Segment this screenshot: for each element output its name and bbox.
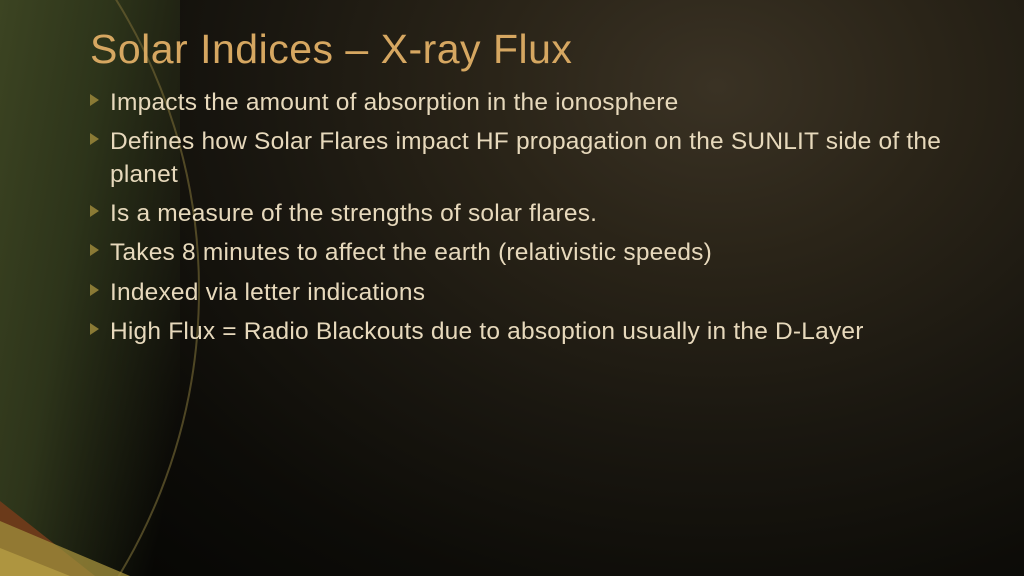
bullet-marker-icon <box>90 205 99 217</box>
slide-title: Solar Indices – X-ray Flux <box>90 26 964 73</box>
list-item: Is a measure of the strengths of solar f… <box>90 198 964 230</box>
list-item: Indexed via letter indications <box>90 277 964 309</box>
bullet-marker-icon <box>90 244 99 256</box>
bullet-list: Impacts the amount of absorption in the … <box>90 87 964 348</box>
bullet-marker-icon <box>90 323 99 335</box>
bullet-marker-icon <box>90 133 99 145</box>
bullet-text: Is a measure of the strengths of solar f… <box>110 200 597 227</box>
bullet-text: Indexed via letter indications <box>110 279 425 306</box>
list-item: Impacts the amount of absorption in the … <box>90 87 964 119</box>
list-item: Takes 8 minutes to affect the earth (rel… <box>90 237 964 269</box>
list-item: Defines how Solar Flares impact HF propa… <box>90 126 964 191</box>
bullet-text: Defines how Solar Flares impact HF propa… <box>110 128 941 187</box>
bullet-text: Takes 8 minutes to affect the earth (rel… <box>110 239 712 266</box>
list-item: High Flux = Radio Blackouts due to absop… <box>90 316 964 348</box>
bullet-text: Impacts the amount of absorption in the … <box>110 89 678 116</box>
slide-content: Solar Indices – X-ray Flux Impacts the a… <box>0 0 1024 576</box>
bullet-marker-icon <box>90 284 99 296</box>
bullet-text: High Flux = Radio Blackouts due to absop… <box>110 318 864 345</box>
bullet-marker-icon <box>90 94 99 106</box>
